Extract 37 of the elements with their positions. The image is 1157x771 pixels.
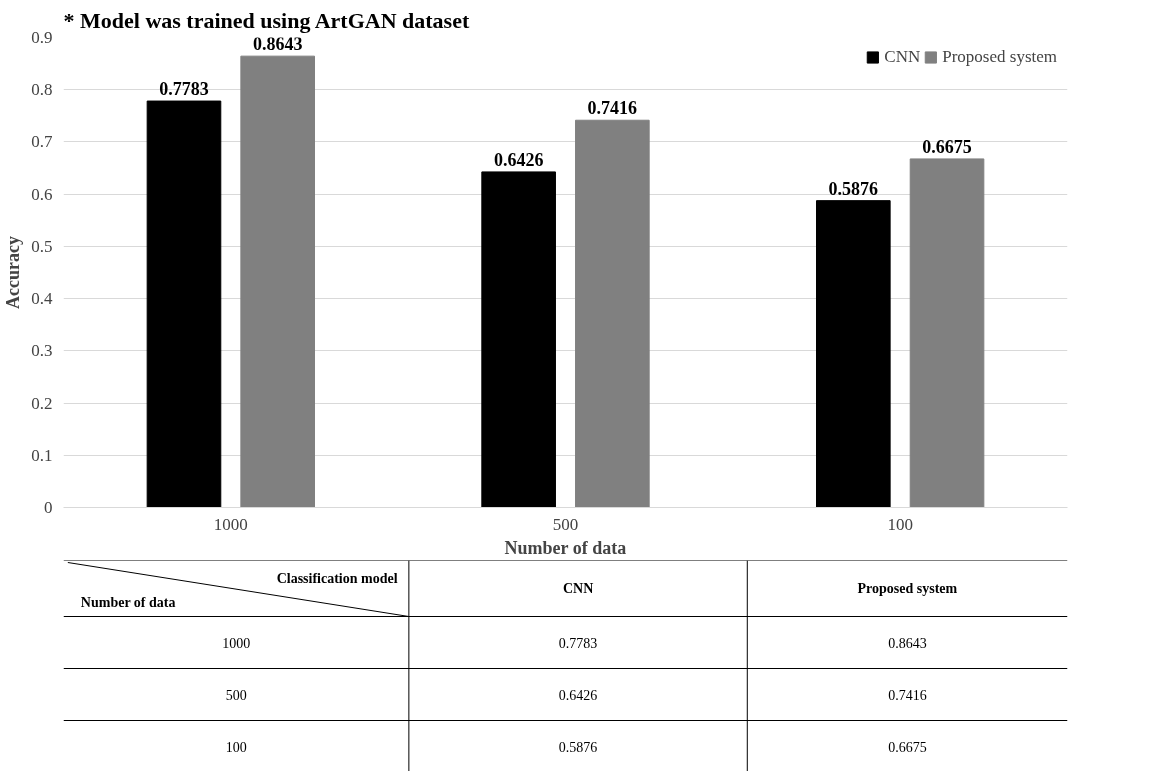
category-label: 500: [225, 687, 247, 703]
y-tick-label: 0: [44, 498, 53, 517]
text: 0.8643: [888, 635, 927, 651]
y-tick-label: 0.6: [31, 184, 53, 204]
y-tick-label: 0.2: [31, 393, 53, 413]
data-label: 0.7783: [159, 79, 209, 100]
x-tick-label: 100: [887, 514, 913, 534]
data-label: 0.8643: [252, 34, 303, 55]
text: Number of data: [80, 595, 176, 610]
text: CNN: [562, 581, 594, 596]
legend-label: Proposed system: [942, 47, 1057, 67]
data-label: 0.6675: [922, 136, 972, 157]
text: 0.7783: [558, 635, 598, 651]
text: Classification model: [276, 571, 398, 586]
text: 0.7416: [888, 687, 927, 703]
y-tick-label: 0.7: [31, 132, 53, 152]
x-tick-label: 1000: [213, 514, 248, 534]
text: Proposed system: [857, 581, 958, 596]
text: 0.6675: [888, 739, 927, 755]
legend-label: CNN: [884, 47, 921, 67]
data-label: 0.6426: [493, 149, 544, 170]
y-tick-label: 0.1: [31, 445, 53, 465]
y-tick-label: 0.3: [31, 341, 53, 361]
y-tick-label: 0.8: [31, 80, 53, 100]
y-axis-title: Accuracy: [3, 236, 24, 309]
y-tick-label: 0.4: [31, 289, 53, 309]
text: 0.6426: [558, 687, 598, 703]
y-tick-label: 0.5: [31, 236, 53, 256]
text: 0.5876: [558, 739, 598, 755]
data-label: 0.7416: [587, 98, 638, 119]
x-axis-title: Number of data: [504, 537, 627, 558]
x-tick-label: 500: [552, 514, 579, 534]
data-label: 0.5876: [828, 178, 879, 199]
y-tick-label: 0.9: [31, 28, 53, 47]
category-label: 100: [225, 739, 247, 755]
chart-title: * Model was trained using ArtGAN dataset: [63, 7, 470, 33]
category-label: 1000: [222, 635, 251, 651]
